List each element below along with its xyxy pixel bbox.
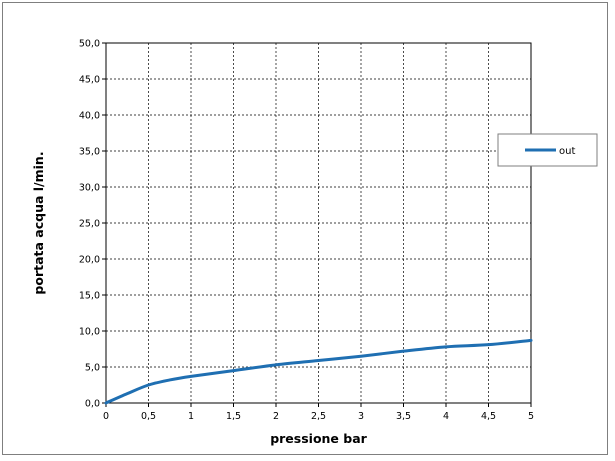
y-tick-label: 45,0	[79, 75, 100, 86]
series-line-out	[104, 338, 533, 405]
x-tick-label: 1	[188, 411, 194, 422]
y-axis-title: portata acqua l/min.	[31, 151, 46, 294]
y-tick-label: 5,0	[85, 363, 100, 374]
y-tick-label: 20,0	[79, 255, 100, 266]
x-tick-label: 2,5	[311, 411, 326, 422]
chart-frame: 0,0 5,0 10,0 15,0 20,0 25,0 30,0 35,0 40,0 45,0 50…	[2, 2, 608, 455]
x-axis-title: pressione bar	[270, 431, 367, 446]
x-tick-label: 0,5	[141, 411, 156, 422]
y-tick-label: 50,0	[79, 39, 100, 50]
x-tick-label: 3	[358, 411, 364, 422]
legend-label-out: out	[559, 146, 575, 157]
x-tick-label: 3,5	[396, 411, 411, 422]
series-lines	[104, 338, 533, 405]
y-tick-label: 30,0	[79, 183, 100, 194]
x-tick-label: 5	[528, 411, 534, 422]
y-tick-label: 25,0	[79, 219, 100, 230]
legend: out	[497, 133, 598, 167]
y-tick-label: 15,0	[79, 291, 100, 302]
y-tick-label: 0,0	[85, 399, 100, 410]
chart-svg: 0,05,010,015,020,025,030,035,040,045,050…	[31, 39, 598, 446]
x-tick-label: 2	[273, 411, 279, 422]
grid-lines	[106, 43, 531, 403]
y-tick-label: 40,0	[79, 111, 100, 122]
x-tick-label: 4,5	[481, 411, 496, 422]
y-tick-labels: 0,0 5,0 10,0 15,0 20,0 25,0 30,0 35,0 40,0 45,0 50…	[79, 39, 106, 410]
x-tick-label: 0	[103, 411, 109, 422]
x-tick-label: 4	[443, 411, 449, 422]
y-tick-label: 35,0	[79, 147, 100, 158]
y-tick-label: 10,0	[79, 327, 100, 338]
x-tick-label: 1,5	[226, 411, 241, 422]
x-tick-labels: 0 0,5 1 1,5 2 2,5 3 3,5 4 4,5 5	[103, 403, 534, 422]
